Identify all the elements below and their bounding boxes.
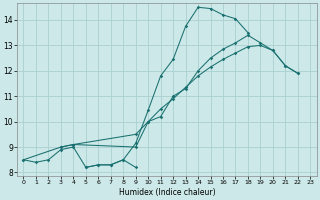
X-axis label: Humidex (Indice chaleur): Humidex (Indice chaleur): [119, 188, 215, 197]
